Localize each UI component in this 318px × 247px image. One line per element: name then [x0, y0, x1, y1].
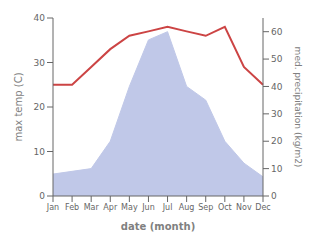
svg-text:50: 50: [271, 54, 283, 64]
svg-text:date (month): date (month): [121, 221, 195, 232]
svg-text:40: 40: [271, 82, 283, 92]
svg-text:Nov: Nov: [236, 203, 252, 212]
svg-text:20: 20: [34, 102, 46, 112]
svg-text:Dec: Dec: [255, 203, 270, 212]
svg-text:60: 60: [271, 27, 283, 37]
svg-text:30: 30: [271, 109, 283, 119]
svg-text:30: 30: [34, 58, 46, 68]
svg-text:0: 0: [39, 191, 45, 201]
svg-text:40: 40: [34, 13, 46, 23]
svg-text:10: 10: [271, 164, 283, 174]
svg-text:max temp (C): max temp (C): [13, 72, 24, 141]
svg-text:Feb: Feb: [65, 203, 79, 212]
svg-text:10: 10: [34, 147, 46, 157]
svg-text:0: 0: [271, 191, 277, 201]
svg-text:Mar: Mar: [84, 203, 100, 212]
svg-text:Oct: Oct: [218, 203, 232, 212]
svg-text:May: May: [121, 203, 138, 212]
svg-text:Jul: Jul: [162, 203, 173, 212]
svg-text:Aug: Aug: [179, 203, 195, 212]
svg-text:med. precipitation (kg/m2): med. precipitation (kg/m2): [293, 47, 303, 168]
svg-text:Sep: Sep: [198, 203, 213, 212]
svg-text:Apr: Apr: [103, 203, 118, 212]
svg-text:20: 20: [271, 136, 283, 146]
svg-text:Jan: Jan: [46, 203, 59, 212]
svg-text:Jun: Jun: [141, 203, 155, 212]
